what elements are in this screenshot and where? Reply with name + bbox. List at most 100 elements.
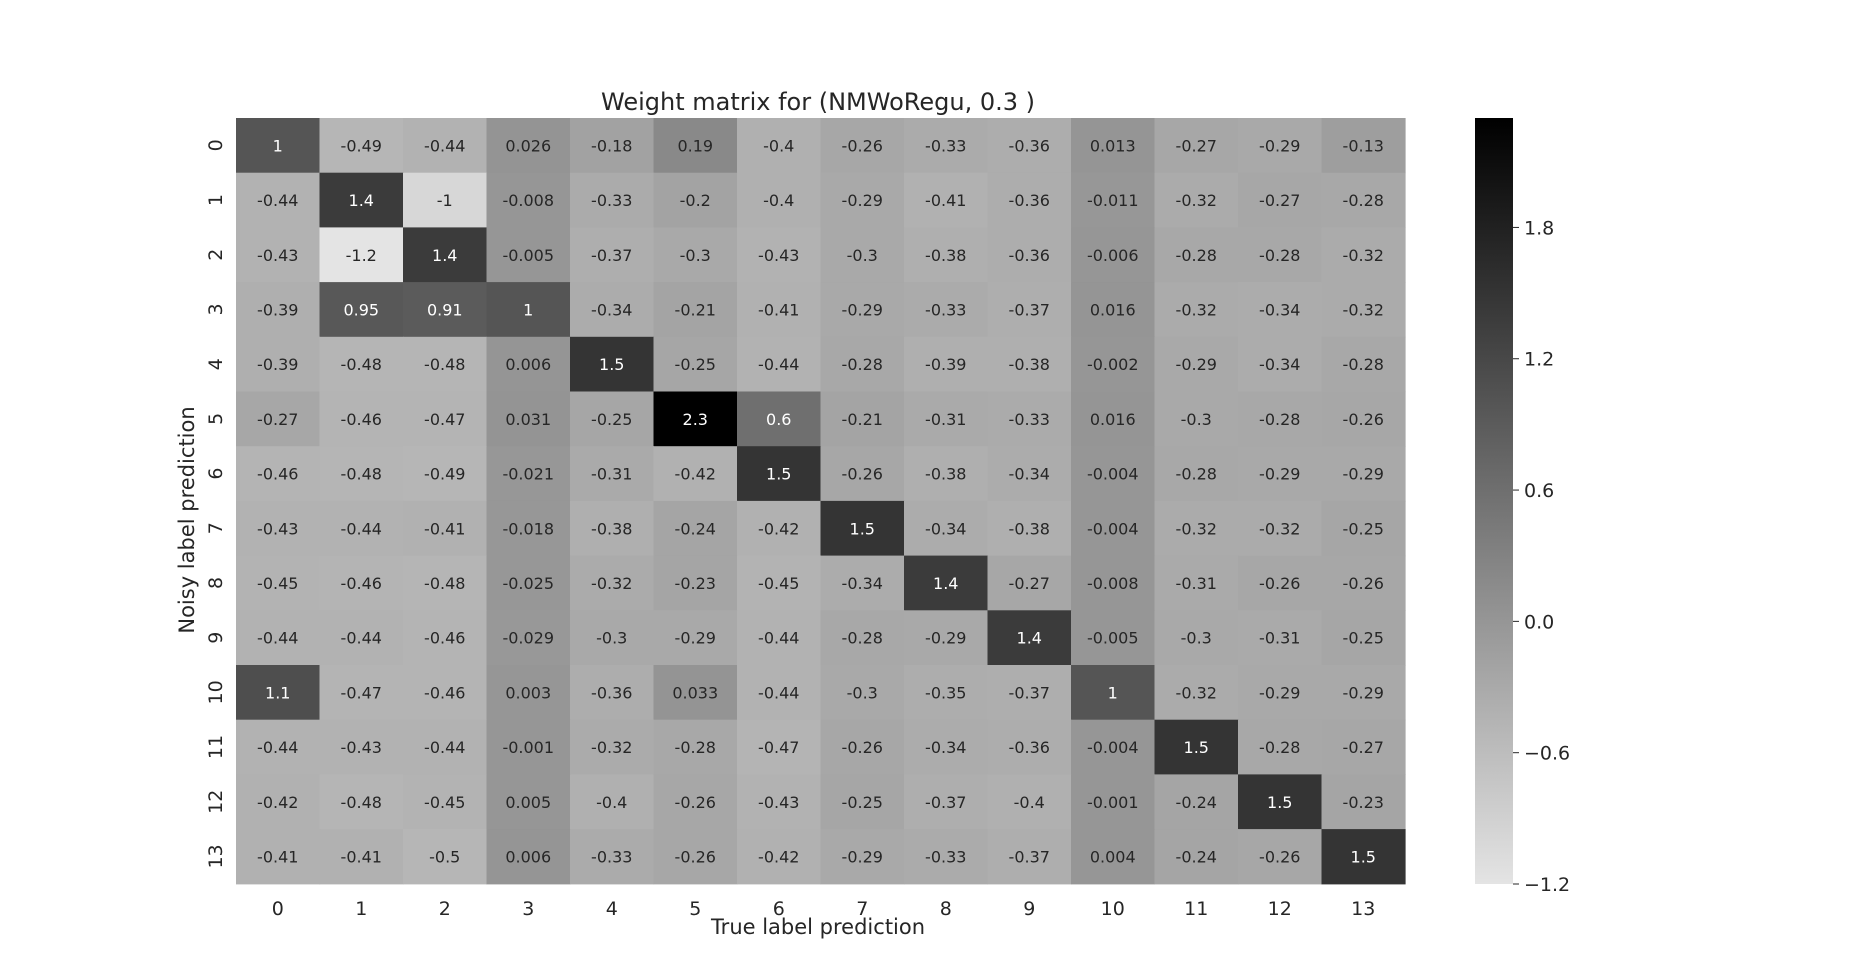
cell-value-label: -0.33 — [925, 136, 966, 155]
y-tick-label: 2 — [205, 249, 227, 261]
cell-value-label: -0.42 — [257, 793, 298, 812]
heatmap-cell — [1071, 610, 1156, 666]
heatmap-cell — [1071, 391, 1156, 447]
cell-value-label: 1.4 — [933, 574, 958, 593]
y-tick-label: 12 — [205, 790, 227, 814]
heatmap-cell — [570, 391, 655, 447]
heatmap-cell — [820, 665, 905, 721]
cell-value-label: 1.5 — [1351, 847, 1376, 866]
heatmap-cell — [1238, 227, 1323, 283]
cell-value-label: -0.29 — [842, 191, 883, 210]
heatmap-cell — [1238, 336, 1323, 393]
heatmap-cell — [1154, 500, 1239, 557]
cell-value-label: -0.44 — [341, 629, 382, 648]
cell-value-label: -0.25 — [675, 355, 716, 374]
heatmap-cell — [904, 446, 989, 502]
heatmap-cell — [904, 172, 989, 228]
cell-value-label: -0.33 — [925, 847, 966, 866]
cell-value-label: 0.006 — [505, 355, 551, 374]
cell-value-label: -0.44 — [758, 683, 799, 702]
cell-value-label: -0.28 — [842, 355, 883, 374]
heatmap-cell — [486, 610, 571, 666]
cell-value-label: -0.32 — [591, 738, 632, 757]
heatmap-cell — [1238, 774, 1323, 830]
cell-value-label: -1 — [437, 191, 453, 210]
cell-value-label: -0.2 — [680, 191, 711, 210]
cell-value-label: -0.28 — [675, 738, 716, 757]
cell-value-label: 0.003 — [505, 683, 551, 702]
cell-value-label: -0.27 — [1259, 191, 1300, 210]
heatmap-cell — [570, 282, 655, 338]
y-axis-title: Noisy label prediction — [175, 406, 199, 633]
heatmap-cell — [653, 227, 738, 283]
cell-value-label: -0.4 — [1014, 793, 1045, 812]
cell-value-label: -0.48 — [341, 465, 382, 484]
cell-value-label: -0.32 — [591, 574, 632, 593]
heatmap-cell — [1154, 610, 1239, 666]
colorbar-ticks: 1.8 1.2 0.6 0.0 −0.6 −1.2 — [1513, 217, 1570, 896]
cell-value-label: -0.18 — [591, 136, 632, 155]
heatmap-cell — [570, 610, 655, 666]
cell-value-label: -0.001 — [1087, 793, 1139, 812]
heatmap-cell — [486, 719, 571, 775]
chart-title: Weight matrix for (NMWoRegu, 0.3 ) — [601, 88, 1035, 116]
heatmap-cell — [1321, 391, 1406, 447]
heatmap-cell — [987, 118, 1072, 174]
heatmap-cell — [737, 227, 822, 283]
cell-value-label: -0.26 — [1343, 410, 1384, 429]
cell-value-label: -0.26 — [1343, 574, 1384, 593]
heatmap-cell — [403, 172, 488, 228]
heatmap-cell — [737, 719, 822, 775]
heatmap-cell — [403, 118, 488, 174]
heatmap-cell — [653, 719, 738, 775]
y-tick-label: 7 — [205, 522, 227, 534]
heatmap-cell — [820, 282, 905, 338]
heatmap-cell — [570, 555, 655, 611]
cell-value-label: 1 — [273, 136, 283, 155]
cell-value-label: -0.41 — [341, 847, 382, 866]
heatmap-cell — [653, 391, 738, 447]
cell-value-label: -0.005 — [1087, 629, 1139, 648]
heatmap-cell — [236, 336, 321, 393]
x-tick-label: 0 — [272, 898, 284, 920]
heatmap-cell — [987, 665, 1072, 721]
heatmap-cell — [987, 227, 1072, 283]
heatmap-cell — [820, 500, 905, 557]
cell-value-label: -0.004 — [1087, 519, 1139, 538]
heatmap-cell — [653, 336, 738, 393]
cell-value-label: -0.5 — [429, 847, 460, 866]
colorbar-tick-label: −0.6 — [1524, 743, 1570, 765]
cell-value-label: -0.28 — [1176, 465, 1217, 484]
cell-value-label: -0.42 — [758, 847, 799, 866]
cell-value-label: -0.008 — [1087, 574, 1139, 593]
heatmap-cell — [1321, 446, 1406, 502]
cell-value-label: -0.4 — [763, 136, 794, 155]
heatmap-cell — [403, 719, 488, 775]
cell-value-label: -0.27 — [1176, 136, 1217, 155]
heatmap-cell — [570, 336, 655, 393]
colorbar-tick-label: 0.0 — [1524, 611, 1554, 633]
heatmap-cell — [570, 774, 655, 830]
x-tick-label: 6 — [773, 898, 785, 920]
heatmap-cell — [820, 555, 905, 611]
cell-value-label: -0.3 — [680, 246, 711, 265]
heatmap-cell — [1154, 665, 1239, 721]
cell-value-label: -0.48 — [424, 355, 465, 374]
cell-value-label: -0.29 — [842, 847, 883, 866]
cell-value-label: -0.28 — [1259, 410, 1300, 429]
heatmap-cell — [319, 172, 404, 228]
cell-value-label: -0.3 — [596, 629, 627, 648]
cell-value-label: -0.32 — [1259, 519, 1300, 538]
cell-value-label: -0.37 — [1009, 300, 1050, 319]
heatmap-cell — [820, 774, 905, 830]
heatmap-cell — [987, 391, 1072, 447]
y-tick-label: 6 — [205, 468, 227, 480]
heatmap-cell — [236, 719, 321, 775]
cell-value-label: -0.37 — [925, 793, 966, 812]
heatmap-cell — [570, 719, 655, 775]
cell-value-label: 1 — [523, 300, 533, 319]
heatmap-cell — [1071, 555, 1156, 611]
heatmap-cell — [737, 555, 822, 611]
heatmap-cell — [820, 118, 905, 174]
heatmap-cell — [737, 336, 822, 393]
